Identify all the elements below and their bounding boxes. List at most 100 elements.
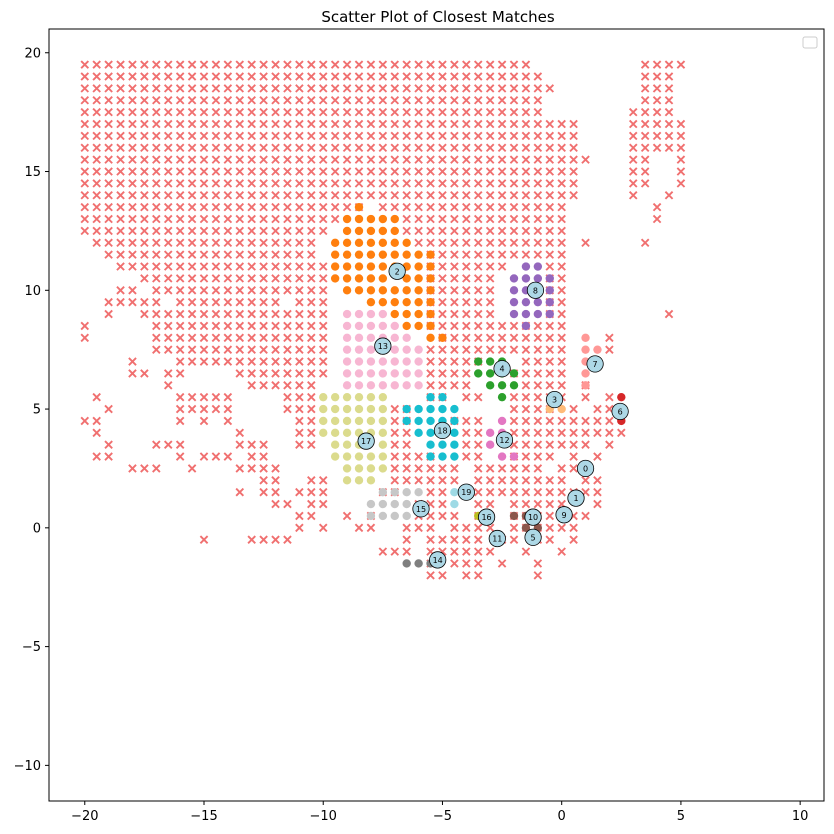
unmatched-point — [235, 487, 245, 497]
unmatched-point — [80, 416, 90, 426]
unmatched-point — [438, 72, 447, 81]
unmatched-point — [402, 428, 411, 438]
cluster-13-point — [378, 369, 388, 378]
cluster-12-point — [497, 416, 507, 426]
unmatched-point — [450, 476, 459, 485]
unmatched-point — [163, 95, 173, 105]
unmatched-point — [426, 238, 435, 248]
unmatched-point — [330, 107, 340, 117]
unmatched-point — [462, 238, 471, 248]
unmatched-point — [295, 333, 304, 343]
unmatched-point — [342, 107, 352, 117]
unmatched-point — [402, 179, 411, 188]
unmatched-point — [223, 416, 233, 426]
unmatched-point — [533, 333, 543, 343]
unmatched-point — [533, 571, 543, 580]
unmatched-point — [271, 309, 280, 319]
cluster-8-point — [533, 297, 543, 307]
unmatched-point — [426, 72, 435, 81]
unmatched-point — [473, 286, 483, 295]
unmatched-point — [80, 226, 90, 236]
cluster-2-point — [330, 262, 340, 271]
unmatched-point — [473, 131, 483, 141]
unmatched-point — [581, 238, 590, 248]
cluster-2-point — [330, 250, 340, 259]
y-tick-label: −5 — [22, 640, 41, 655]
unmatched-point — [318, 274, 328, 283]
unmatched-point — [509, 404, 519, 414]
unmatched-point — [366, 107, 376, 117]
unmatched-point — [438, 191, 447, 200]
unmatched-point — [497, 226, 507, 236]
unmatched-point — [175, 369, 185, 378]
unmatched-point — [116, 72, 125, 81]
unmatched-point — [402, 60, 411, 69]
unmatched-point — [605, 416, 614, 426]
cluster-13-point — [402, 369, 411, 378]
unmatched-point — [152, 321, 161, 331]
unmatched-point — [128, 369, 137, 378]
unmatched-point — [533, 499, 543, 509]
unmatched-point — [116, 155, 125, 164]
unmatched-point — [473, 262, 483, 271]
cluster-17-point — [330, 452, 340, 461]
cluster-13-point — [342, 345, 352, 354]
x-tick-label: −5 — [433, 809, 452, 824]
cluster-7-point — [581, 369, 590, 378]
unmatched-point — [175, 107, 185, 117]
unmatched-point — [473, 214, 483, 224]
unmatched-point — [211, 226, 221, 236]
unmatched-point — [414, 143, 423, 153]
unmatched-point — [211, 167, 221, 176]
cluster-2-point — [354, 286, 364, 295]
unmatched-point — [175, 250, 185, 259]
unmatched-point — [247, 167, 256, 176]
unmatched-point — [664, 309, 674, 319]
unmatched-point — [533, 131, 543, 141]
cluster-19-point — [450, 499, 459, 509]
unmatched-point — [223, 250, 233, 259]
unmatched-point — [187, 238, 197, 248]
unmatched-point — [390, 179, 400, 188]
unmatched-point — [271, 191, 280, 200]
unmatched-point — [187, 179, 197, 188]
unmatched-point — [318, 333, 328, 343]
unmatched-point — [342, 202, 352, 212]
unmatched-point — [295, 226, 304, 236]
unmatched-point — [521, 238, 531, 248]
unmatched-point — [509, 214, 519, 224]
unmatched-point — [223, 238, 233, 248]
unmatched-point — [128, 143, 137, 153]
unmatched-point — [128, 155, 137, 164]
centroid-marker-16 — [477, 508, 496, 526]
unmatched-point — [545, 119, 555, 129]
unmatched-point — [390, 95, 400, 105]
unmatched-point — [223, 119, 233, 129]
unmatched-point — [175, 333, 185, 343]
unmatched-point — [175, 84, 185, 93]
unmatched-point — [557, 119, 566, 129]
unmatched-point — [223, 131, 233, 141]
unmatched-point — [163, 60, 173, 69]
unmatched-point — [402, 523, 411, 533]
unmatched-point — [462, 547, 471, 556]
unmatched-point — [569, 143, 578, 153]
cluster-8-point — [521, 321, 531, 331]
unmatched-point — [557, 440, 566, 449]
unmatched-point — [450, 84, 459, 93]
unmatched-point — [533, 95, 543, 105]
unmatched-point — [271, 202, 280, 212]
unmatched-point — [521, 107, 531, 117]
unmatched-point — [140, 119, 149, 129]
unmatched-point — [175, 286, 185, 295]
unmatched-point — [223, 107, 233, 117]
unmatched-point — [128, 464, 137, 473]
unmatched-point — [593, 452, 602, 461]
cluster-18-point — [426, 440, 435, 449]
unmatched-point — [390, 202, 400, 212]
unmatched-point — [187, 226, 197, 236]
unmatched-point — [163, 440, 173, 449]
unmatched-point — [509, 476, 519, 485]
unmatched-point — [247, 381, 256, 390]
unmatched-point — [92, 214, 101, 224]
